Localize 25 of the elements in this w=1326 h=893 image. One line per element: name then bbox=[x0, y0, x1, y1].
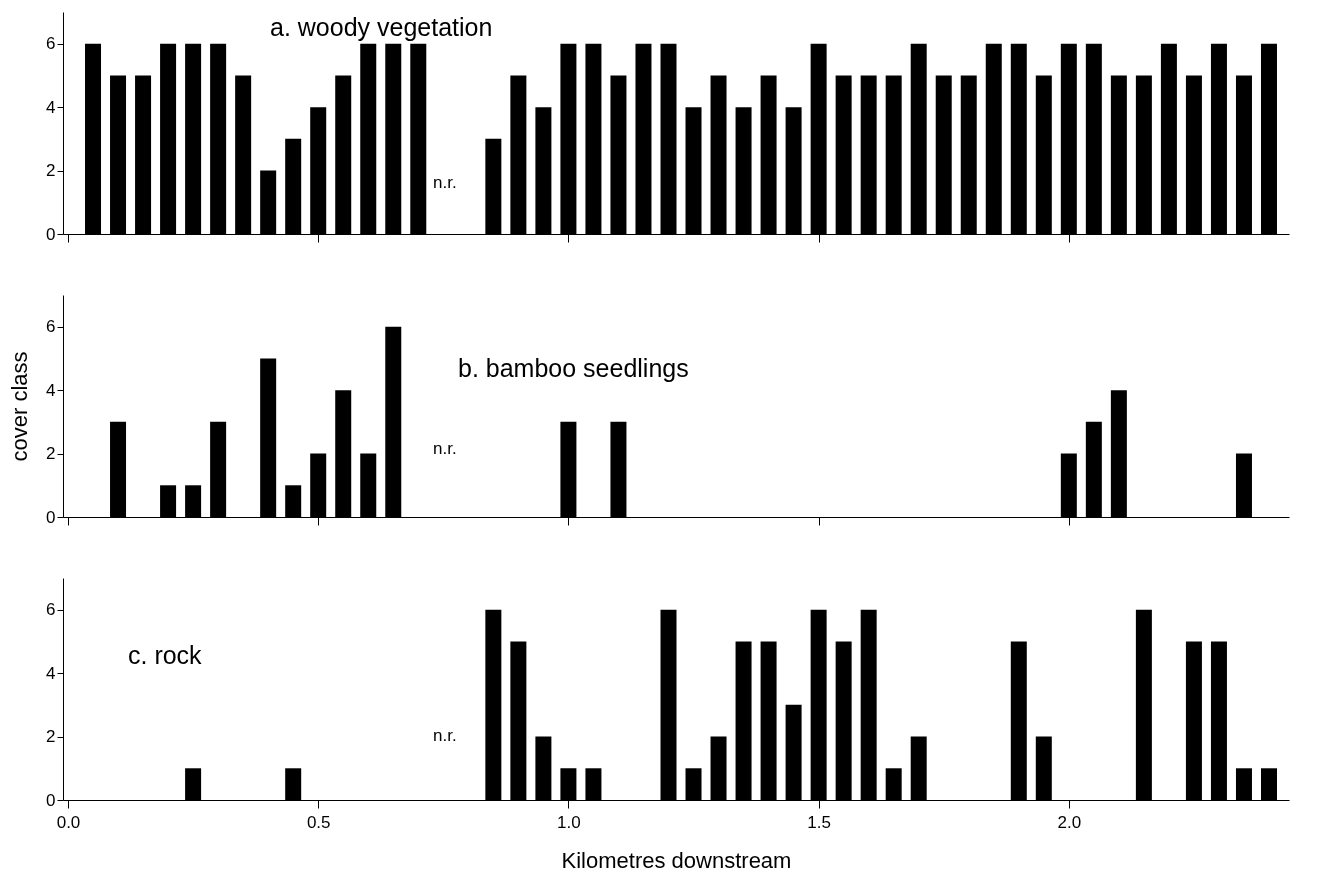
y-tick-label: 4 bbox=[46, 663, 56, 683]
y-tick-label: 2 bbox=[46, 161, 56, 181]
x-axis-title: Kilometres downstream bbox=[561, 847, 792, 873]
y-tick-label: 6 bbox=[46, 317, 56, 337]
x-tick-label: 1.0 bbox=[557, 812, 581, 832]
y-tick-label: 4 bbox=[46, 380, 56, 400]
text: b. bamboo seedlings bbox=[458, 354, 689, 382]
x-tick-label: 2.0 bbox=[1057, 812, 1082, 832]
y-tick-label: 6 bbox=[46, 34, 56, 54]
x-tick-label: 0.0 bbox=[56, 812, 81, 832]
chart-title: a. woody vegetation bbox=[270, 13, 493, 41]
x-tick-label: 1.5 bbox=[807, 812, 831, 832]
y-tick-label: 0 bbox=[46, 224, 56, 244]
annotation: n.r. bbox=[433, 726, 457, 745]
annotation: n.r. bbox=[433, 439, 457, 458]
x-tick-label: 0.5 bbox=[306, 812, 331, 832]
y-axis-title: cover class bbox=[7, 351, 33, 462]
text: c. rock bbox=[128, 641, 203, 669]
y-tick-label: 2 bbox=[46, 444, 56, 464]
y-tick-label: 6 bbox=[46, 600, 56, 620]
y-tick-label: 4 bbox=[46, 97, 56, 117]
annotation: n.r. bbox=[433, 173, 457, 192]
y-tick-label: 0 bbox=[46, 507, 56, 527]
y-tick-label: 2 bbox=[46, 727, 56, 747]
y-tick-label: 0 bbox=[46, 790, 56, 810]
